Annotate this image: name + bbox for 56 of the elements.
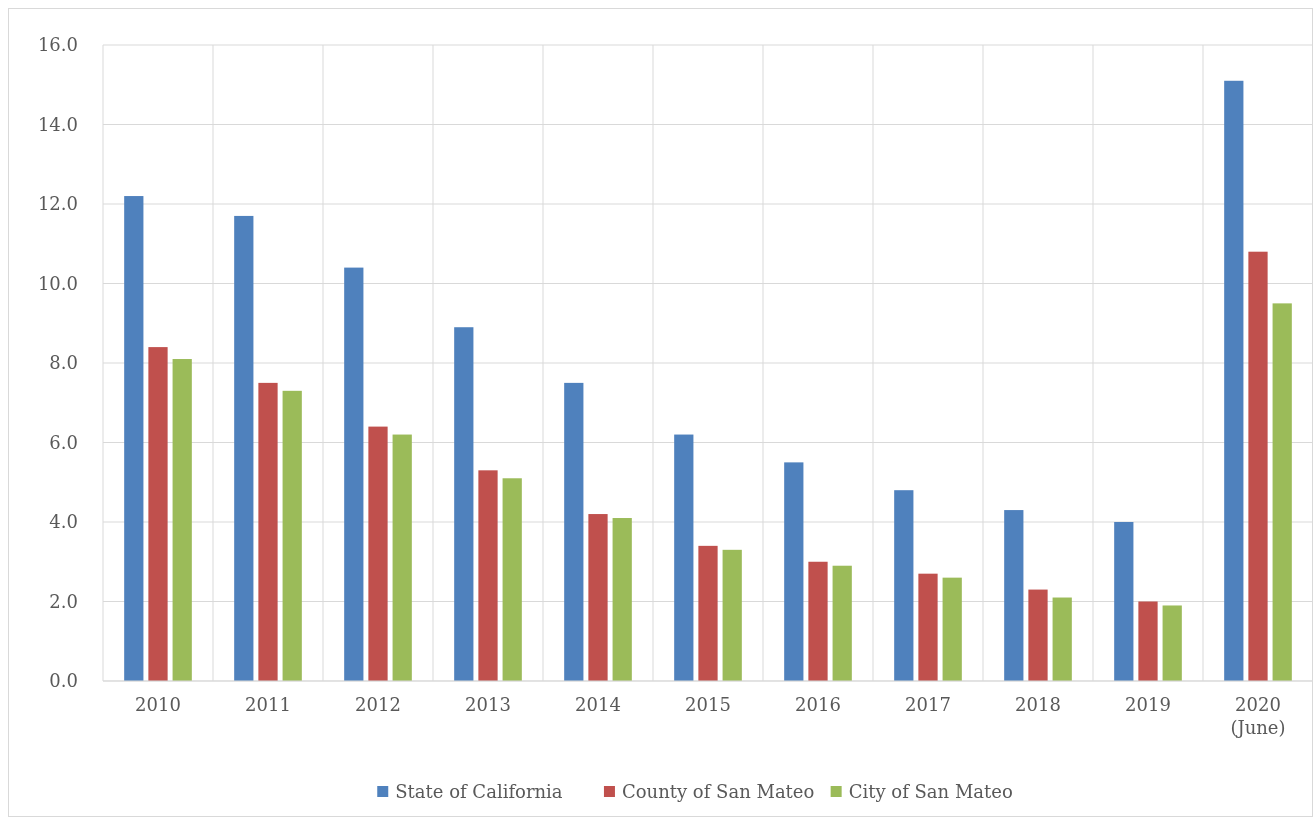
y-tick-label: 0.0 <box>49 670 78 692</box>
bar <box>942 577 962 681</box>
x-tick-label: 2019 <box>1125 694 1171 715</box>
bar <box>1224 80 1244 681</box>
bar <box>894 490 914 681</box>
y-tick-label: 6.0 <box>49 431 78 453</box>
bar <box>588 514 608 681</box>
y-tick-label: 10.0 <box>37 272 78 294</box>
bar <box>564 382 584 681</box>
bar <box>258 382 278 681</box>
x-tick-label: 2011 <box>245 694 291 715</box>
bar <box>282 390 302 681</box>
x-tick-label: 2017 <box>905 694 951 715</box>
legend-label: County of San Mateo <box>621 781 815 803</box>
y-tick-label: 16.0 <box>37 34 78 56</box>
bar <box>1272 303 1292 681</box>
x-tick-label: 2012 <box>355 694 401 715</box>
legend-label: City of San Mateo <box>848 781 1013 803</box>
bar <box>1114 522 1134 681</box>
bar <box>1028 589 1048 681</box>
x-tick-label: 2018 <box>1015 694 1061 715</box>
bar <box>368 426 388 681</box>
bar <box>784 462 804 681</box>
bar <box>1004 510 1024 681</box>
legend-label: State of California <box>395 781 563 803</box>
bar <box>1052 597 1072 681</box>
x-tick-label: 2015 <box>685 694 731 715</box>
y-tick-label: 2.0 <box>49 590 78 612</box>
bar <box>832 565 852 681</box>
bar <box>808 561 828 681</box>
x-tick-label: 2020 (June) <box>1230 694 1286 738</box>
bar <box>124 196 144 681</box>
x-tick-label: 2014 <box>575 694 621 715</box>
bar <box>172 359 192 681</box>
bar <box>1138 601 1158 681</box>
x-tick-label: 2016 <box>795 694 841 715</box>
x-tick-label: 2013 <box>465 694 511 715</box>
bar <box>698 545 718 681</box>
bar <box>148 347 168 681</box>
y-tick-label: 12.0 <box>37 193 78 215</box>
bar <box>1162 605 1182 681</box>
y-tick-label: 8.0 <box>49 352 78 374</box>
bar <box>392 434 412 681</box>
bar <box>612 518 632 681</box>
bar <box>918 573 938 681</box>
y-tick-label: 14.0 <box>37 113 78 135</box>
bar <box>722 549 742 681</box>
bar <box>478 470 498 681</box>
bar <box>454 327 474 681</box>
x-tick-label: 2010 <box>135 694 181 715</box>
bar <box>1248 251 1268 681</box>
bar <box>674 434 694 681</box>
bar <box>344 267 364 681</box>
y-tick-label: 4.0 <box>49 511 78 533</box>
bar <box>502 478 522 681</box>
bar <box>234 215 254 681</box>
